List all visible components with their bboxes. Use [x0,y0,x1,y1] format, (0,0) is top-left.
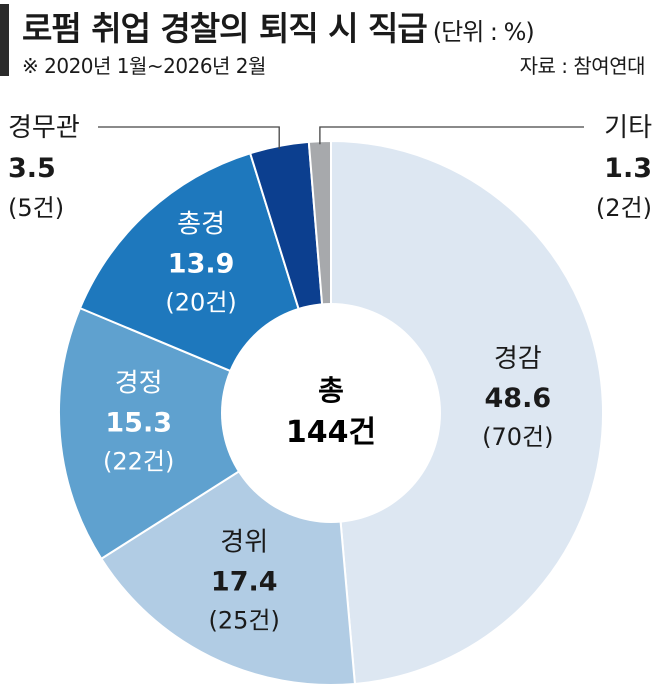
unit-label: (단위 : %) [432,18,535,46]
callout-count: (5건) [8,194,64,222]
chart-title: 로펌 취업 경찰의 퇴직 시 직급 (단위 : %) [22,2,535,50]
slice-count: (70건) [482,423,553,451]
callout-name: 기타 [604,113,652,143]
callout-value: 3.5 [8,153,56,184]
callout-name: 경무관 [8,113,80,143]
slice-value: 15.3 [105,407,172,438]
period-note: ※ 2020년 1월~2026년 2월 [22,54,266,78]
slice-경감 [330,139,604,685]
slice-name: 경감 [494,344,542,374]
slice-value: 48.6 [485,383,552,414]
donut-hole [221,303,441,523]
callout-line [98,126,280,149]
callout-count: (2건) [596,194,652,222]
source-note: 자료 : 참여연대 [519,54,646,78]
slice-count: (22건) [103,447,174,475]
slice-value: 13.9 [168,248,235,279]
center-total: 144건 [286,415,376,450]
slice-경정 [58,306,334,561]
slice-value: 17.4 [211,567,278,598]
slice-name: 경정 [115,368,163,398]
slice-labels: 경감 48.6 (70건) 경위 17.4 (25건) 경정 15.3 (22건) 총경 13.9 (… [8,113,652,635]
callout-line [319,126,584,145]
slice-name: 경위 [220,528,268,558]
title-accent-bar [0,4,9,76]
title-text: 로펌 취업 경찰의 퇴직 시 직급 [22,9,428,48]
callout-value: 1.3 [604,153,652,184]
center-label: 총 [318,374,344,407]
slice-count: (25건) [209,607,280,635]
slice-name: 총경 [177,209,225,239]
slice-count: (20건) [165,288,236,316]
